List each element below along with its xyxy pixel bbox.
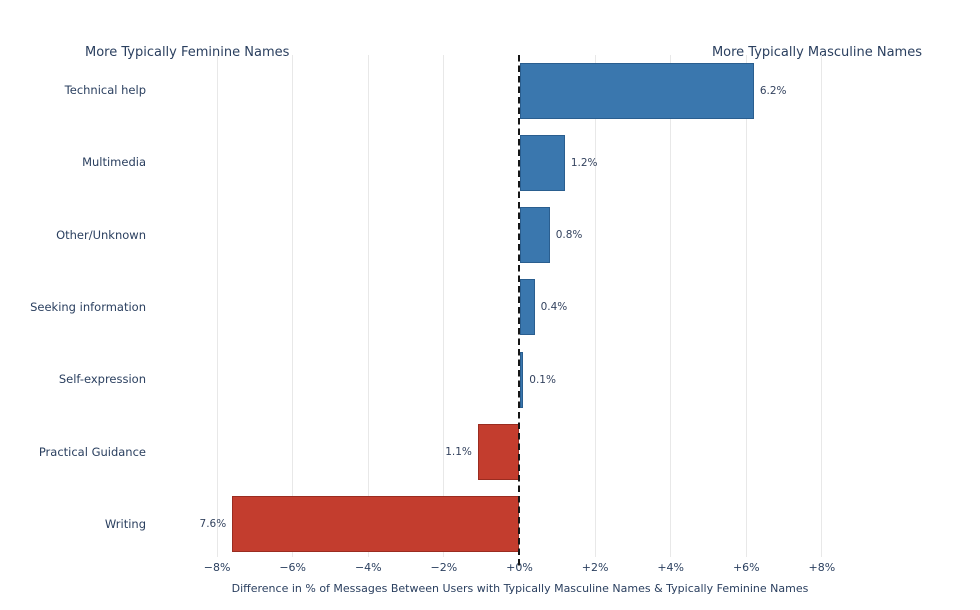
x-tick-label: +2% <box>581 561 609 574</box>
x-tick-label: −4% <box>354 561 382 574</box>
bar-value-label: 7.6% <box>199 518 227 531</box>
right-column-header: More Typically Masculine Names <box>711 45 922 60</box>
bar-value-label: 6.2% <box>759 84 787 97</box>
bar <box>232 496 520 553</box>
category-label: Multimedia <box>82 155 146 170</box>
bar <box>519 207 550 264</box>
x-tick-label: +4% <box>657 561 685 574</box>
category-label: Self-expression <box>58 372 146 387</box>
bar-value-label: 1.2% <box>570 156 598 169</box>
category-label: Seeking information <box>30 299 146 314</box>
x-tick-label: +0% <box>506 561 533 574</box>
gridline <box>443 55 445 557</box>
bar <box>519 351 524 408</box>
category-label: Practical Guidance <box>38 444 146 459</box>
gridline <box>292 55 294 557</box>
gridline <box>216 55 218 557</box>
bar <box>519 62 754 119</box>
x-tick-label: −8% <box>203 561 231 574</box>
x-tick-label: −2% <box>430 561 458 574</box>
zero-baseline <box>517 55 520 566</box>
x-tick-label: +8% <box>808 561 836 574</box>
bar-value-label: 1.1% <box>445 446 472 458</box>
category-label: Other/Unknown <box>56 227 146 242</box>
x-tick-label: +6% <box>732 561 760 574</box>
bar <box>519 134 565 191</box>
bar-value-label: 0.8% <box>555 229 583 242</box>
category-label: Technical help <box>64 83 146 97</box>
bar-value-label: 0.1% <box>529 373 556 386</box>
gridline <box>670 55 672 557</box>
bar <box>477 424 520 480</box>
gridline <box>745 55 747 557</box>
bar-value-label: 0.4% <box>540 301 568 314</box>
gridline <box>821 55 823 557</box>
gridline <box>367 55 369 557</box>
gridline <box>594 55 596 557</box>
x-tick-label: −6% <box>279 561 307 574</box>
bar <box>519 279 535 336</box>
category-label: Writing <box>104 516 146 531</box>
x-axis-title: Difference in % of Messages Between User… <box>231 582 809 595</box>
left-column-header: More Typically Feminine Names <box>85 45 290 60</box>
